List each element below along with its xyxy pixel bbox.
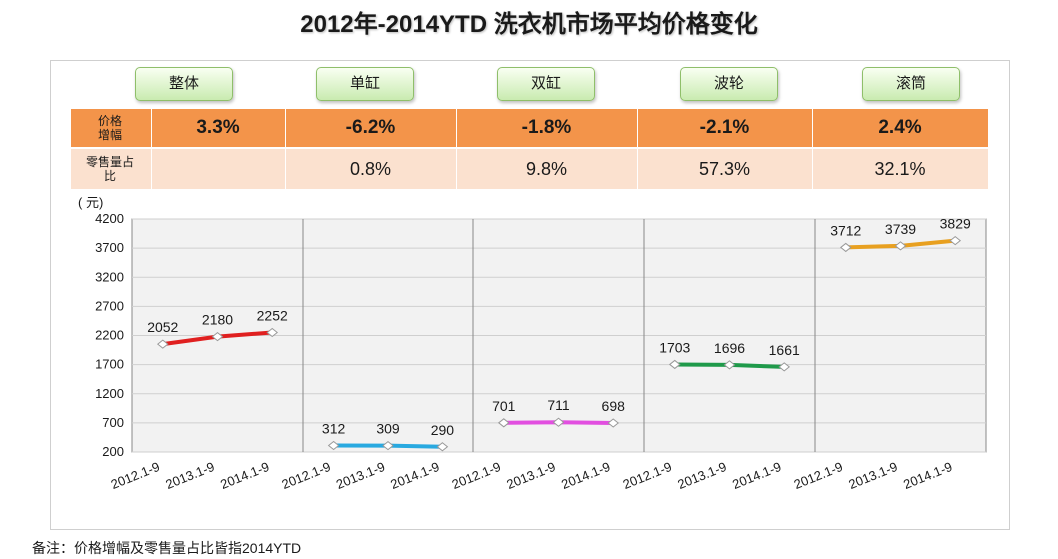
data-label: 2252 xyxy=(257,307,288,323)
x-tick-label: 2014.1-9 xyxy=(730,459,783,492)
share-cell-pulsator: 57.3% xyxy=(698,158,751,179)
data-point-marker xyxy=(382,441,394,451)
y-tick-label: 1700 xyxy=(95,357,124,372)
x-tick-label: 2013.1-9 xyxy=(163,459,216,492)
growth-cell-pulsator: -2.1% xyxy=(699,117,750,138)
data-point-marker xyxy=(668,359,681,370)
page-title: 2012年-2014YTD 洗衣机市场平均价格变化 xyxy=(300,11,758,38)
data-label: 290 xyxy=(431,422,455,438)
data-label: 3712 xyxy=(830,222,861,238)
data-point-marker xyxy=(552,417,565,427)
retail-share-label: 零售量占 比 xyxy=(85,155,134,183)
growth-cell-drum: 2.4% xyxy=(878,117,922,138)
y-tick-label: 1200 xyxy=(95,386,124,401)
data-label: 2052 xyxy=(147,319,178,335)
retail-share-row: 零售量占 比 0.8% 9.8% 57.3% 32.1% xyxy=(71,149,988,189)
x-tick-label: 2014.1-9 xyxy=(218,459,271,492)
data-point-marker xyxy=(778,362,791,372)
data-label: 2180 xyxy=(202,312,233,328)
x-tick-label: 2013.1-9 xyxy=(334,459,387,492)
x-tick-label: 2014.1-9 xyxy=(901,459,954,492)
data-label: 3739 xyxy=(885,221,916,237)
y-tick-label: 3200 xyxy=(95,269,124,284)
data-point-marker xyxy=(607,418,620,428)
data-point-marker xyxy=(949,235,962,246)
data-label: 711 xyxy=(547,397,570,413)
data-label: 309 xyxy=(376,421,400,437)
category-button-pulsator[interactable]: 波轮 xyxy=(680,67,778,101)
data-point-marker xyxy=(497,418,510,428)
data-point-marker xyxy=(723,360,736,370)
growth-cell-single-tub: -6.2% xyxy=(345,117,396,138)
footnote: 备注：价格增幅及零售量占比皆指2014YTD xyxy=(32,540,302,556)
data-point-marker xyxy=(156,339,169,349)
data-label: 1661 xyxy=(769,342,800,358)
price-growth-row: 价格 增幅 3.3% -6.2% -1.8% -2.1% 2.4% xyxy=(71,109,988,147)
price-growth-label: 价格 增幅 xyxy=(97,114,122,142)
data-point-marker xyxy=(266,327,279,338)
category-button-single-tub[interactable]: 单缸 xyxy=(316,67,414,101)
data-label: 3829 xyxy=(940,216,971,232)
data-label: 698 xyxy=(602,398,626,414)
data-label: 312 xyxy=(322,420,346,436)
share-cell-drum: 32.1% xyxy=(874,158,926,179)
data-point-marker xyxy=(894,241,907,251)
data-label: 1703 xyxy=(659,339,690,355)
data-point-marker xyxy=(436,442,449,452)
category-button-twin-tub[interactable]: 双缸 xyxy=(497,67,595,101)
share-cell-twin-tub: 9.8% xyxy=(525,158,568,179)
category-button-drum[interactable]: 滚筒 xyxy=(862,67,960,101)
x-tick-label: 2013.1-9 xyxy=(675,459,728,492)
y-tick-label: 2200 xyxy=(95,328,124,343)
data-point-marker xyxy=(839,242,852,253)
growth-cell-overall: 3.3% xyxy=(196,117,240,138)
data-label: 1696 xyxy=(714,340,745,356)
growth-cell-twin-tub: -1.8% xyxy=(521,117,572,138)
x-tick-label: 2012.1-9 xyxy=(280,459,333,492)
data-point-marker xyxy=(327,440,340,451)
x-tick-label: 2013.1-9 xyxy=(846,459,899,492)
y-tick-label: 200 xyxy=(102,444,124,459)
x-tick-label: 2012.1-9 xyxy=(109,459,162,492)
x-tick-label: 2014.1-9 xyxy=(388,459,441,492)
x-tick-label: 2012.1-9 xyxy=(450,459,503,492)
x-tick-label: 2012.1-9 xyxy=(621,459,674,492)
x-tick-label: 2013.1-9 xyxy=(504,459,557,492)
y-tick-label: 700 xyxy=(102,415,124,430)
data-point-marker xyxy=(211,332,224,342)
share-cell-single-tub: 0.8% xyxy=(349,158,392,179)
data-label: 701 xyxy=(492,398,516,414)
y-axis-unit-label: ( 元) xyxy=(78,195,103,210)
y-tick-label: 2700 xyxy=(95,298,124,313)
category-button-overall[interactable]: 整体 xyxy=(135,67,233,101)
x-tick-label: 2014.1-9 xyxy=(559,459,612,492)
y-tick-label: 3700 xyxy=(95,240,124,255)
x-tick-label: 2012.1-9 xyxy=(792,459,845,492)
y-tick-label: 4200 xyxy=(95,211,124,226)
